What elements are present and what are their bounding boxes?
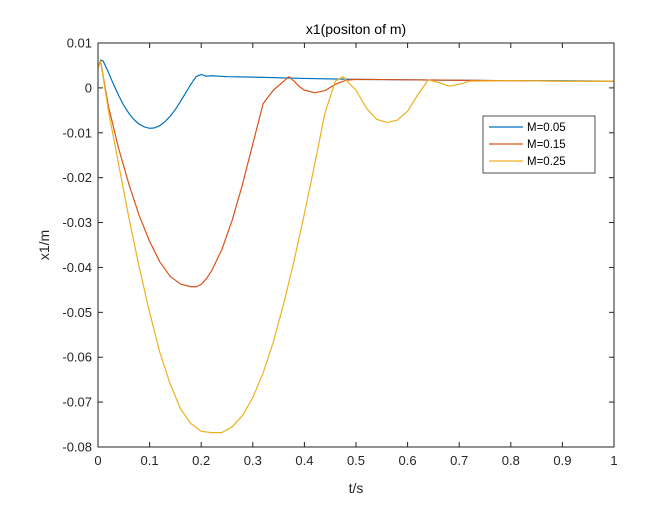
y-tick-label: -0.08 (62, 440, 92, 455)
legend: M=0.05 M=0.15 M=0.25 (482, 115, 596, 174)
y-tick-label: -0.07 (62, 395, 92, 410)
y-axis-label: x1/m (36, 230, 52, 260)
y-tick-label: -0.04 (62, 260, 92, 275)
y-tick-label: -0.03 (62, 215, 92, 230)
y-tick-label: -0.01 (62, 125, 92, 140)
x-tick-label: 0.4 (295, 453, 313, 468)
x-tick-label: 0.1 (141, 453, 159, 468)
x-tick-label: 1 (610, 453, 617, 468)
x-tick-label: 0.3 (244, 453, 262, 468)
y-tick-label: -0.02 (62, 170, 92, 185)
series-line-1 (97, 59, 615, 129)
series-layer (97, 59, 615, 434)
series-line-2 (97, 60, 614, 288)
y-tick-label: 0.01 (67, 36, 92, 51)
x-tick-label: 0.5 (347, 453, 365, 468)
tick-layer: 0 0.1 0.2 0.3 0.4 0.5 0.6 0.7 0.8 0.9 1 0.01 0 -0.01 -… (62, 36, 617, 469)
x-tick-label: 0 (94, 453, 101, 468)
plot-area (98, 43, 614, 447)
x-tick-label: 0.9 (553, 453, 571, 468)
x-tick-label: 0.8 (502, 453, 520, 468)
y-tick-label: 0 (85, 80, 92, 95)
legend-label-1: M=0.05 (527, 122, 566, 134)
series-line-3 (97, 60, 614, 434)
y-tick-label: -0.06 (62, 350, 92, 365)
y-tick-label: -0.05 (62, 305, 92, 320)
x-tick-label: 0.7 (450, 453, 468, 468)
legend-label-2: M=0.15 (527, 139, 566, 151)
legend-label-3: M=0.25 (527, 156, 566, 168)
x-axis-label: t/s (349, 480, 364, 496)
x-tick-label: 0.2 (192, 453, 210, 468)
chart-title: x1(positon of m) (306, 21, 406, 37)
x-tick-label: 0.6 (399, 453, 417, 468)
